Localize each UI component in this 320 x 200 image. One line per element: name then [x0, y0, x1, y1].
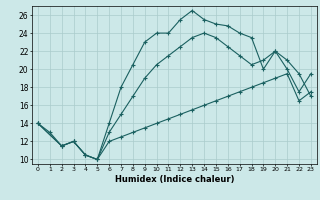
X-axis label: Humidex (Indice chaleur): Humidex (Indice chaleur) — [115, 175, 234, 184]
